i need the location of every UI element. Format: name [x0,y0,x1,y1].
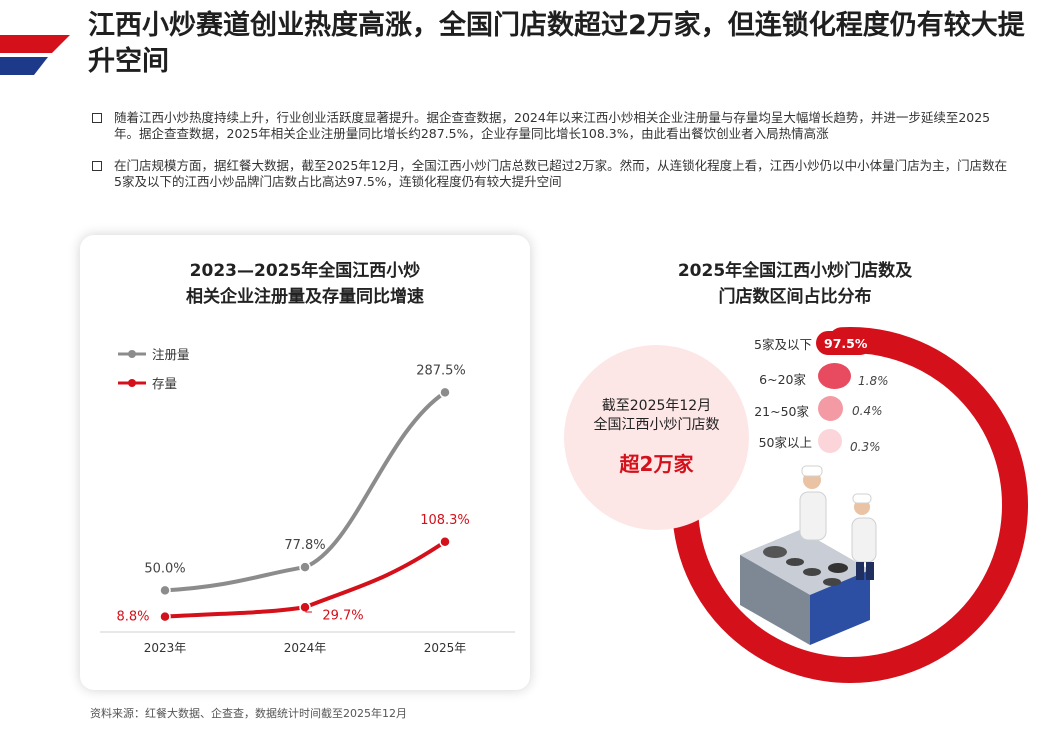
store-count-circle [564,345,749,530]
segment-label: 50家以上 [758,435,812,450]
segment-dot-21-50 [818,396,843,421]
data-point [299,561,311,573]
store-count-date: 截至2025年12月 [601,398,712,414]
segment-value: 97.5% [824,336,868,351]
segment-value: 0.4% [852,404,883,418]
legend-label: 注册量 [152,347,190,362]
segment-value: 1.8% [858,374,889,388]
data-point [299,601,311,613]
line-chart-title-line: 相关企业注册量及存量同比增速 [186,287,424,307]
ring-chart-title-line: 门店数区间占比分布 [718,287,872,307]
segment-label: 5家及以下 [754,337,812,352]
data-label: 77.8% [284,538,325,553]
line-chart-title: 2023—2025年全国江西小炒 相关企业注册量及存量同比增速 [80,258,530,310]
legend-label: 存量 [152,376,177,391]
chef-cooking-illustration [740,465,877,645]
data-label: 29.7% [322,608,363,623]
data-label: 50.0% [144,561,185,576]
label-leader-line [305,603,312,613]
ring-chart-title: 2025年全国江西小炒门店数及 门店数区间占比分布 [620,258,970,310]
ring-segment-5-or-less [672,327,1028,683]
x-tick-label: 2024年 [284,641,327,655]
line-chart-card [80,235,530,690]
header-accent-bar [0,35,70,75]
square-bullet-icon [92,161,102,171]
store-count-caption: 全国江西小炒门店数 [593,417,720,433]
store-count-value: 超2万家 [619,452,694,476]
page-title: 江西小炒赛道创业热度高涨，全国门店数超过2万家，但连锁化程度仍有较大提升空间 [88,10,1025,77]
segment-value: 0.3% [850,440,881,454]
data-point [439,386,451,399]
bullet-item: 随着江西小炒热度持续上升，行业创业活跃度显著提升。据企查查数据，2024年以来江… [92,110,1012,142]
data-point [159,610,171,623]
data-point [159,584,171,597]
bullet-item: 在门店规模方面，据红餐大数据，截至2025年12月，全国江西小炒门店总数已超过2… [92,158,1012,190]
series-line-registration [163,390,447,593]
data-label: 108.3% [420,513,470,528]
segment-dot-50-plus [818,429,842,453]
square-bullet-icon [92,113,102,123]
legend-marker [128,350,136,358]
source-note: 资料来源：红餐大数据、企查查，数据统计时间截至2025年12月 [90,707,407,720]
bullet-text: 随着江西小炒热度持续上升，行业创业活跃度显著提升。据企查查数据，2024年以来江… [114,110,991,141]
segment-label: 6~20家 [759,372,806,387]
line-chart-title-line: 2023—2025年全国江西小炒 [189,261,421,281]
data-label: 8.8% [116,610,149,625]
x-tick-label: 2023年 [144,641,187,655]
segment-dot-6-20 [818,363,851,389]
segment-label: 21~50家 [754,404,809,419]
x-tick-label: 2025年 [424,641,467,655]
bullet-list: 随着江西小炒热度持续上升，行业创业活跃度显著提升。据企查查数据，2024年以来江… [92,110,1012,206]
bullet-text: 在门店规模方面，据红餐大数据，截至2025年12月，全国江西小炒门店总数已超过2… [114,158,1008,189]
data-point [439,536,451,548]
segment-pill [816,331,872,355]
ring-chart-title-line: 2025年全国江西小炒门店数及 [677,261,913,281]
data-label: 287.5% [416,363,466,378]
legend-marker [128,379,136,387]
